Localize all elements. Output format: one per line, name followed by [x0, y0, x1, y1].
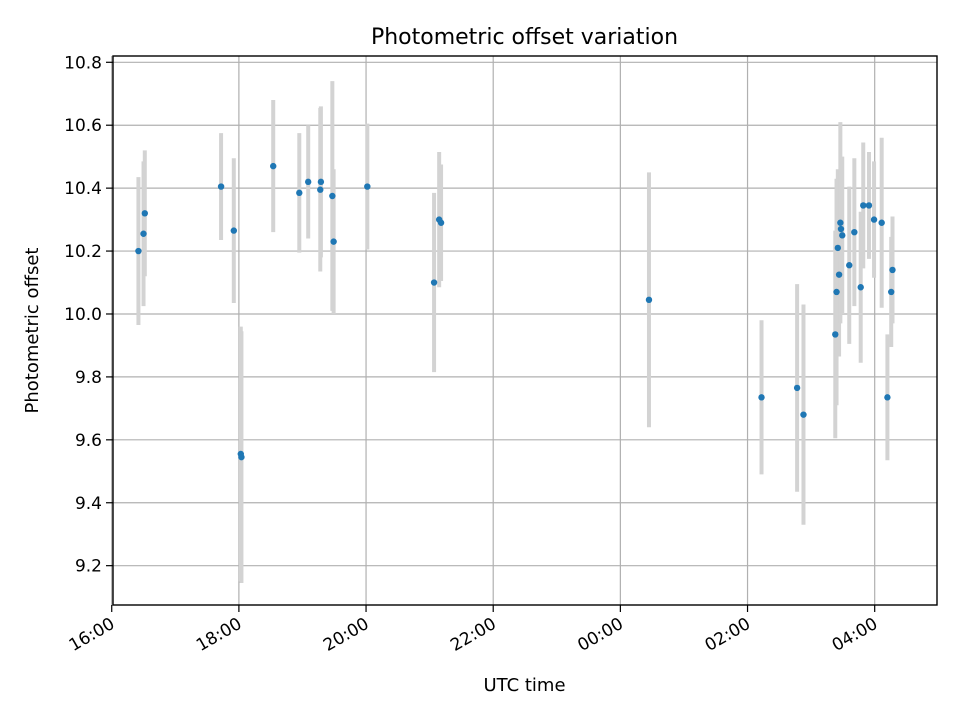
data-point	[238, 453, 245, 461]
chart-title: Photometric offset variation	[371, 25, 678, 50]
data-point	[317, 178, 325, 186]
data-point	[135, 247, 142, 255]
y-tick-label: 10.8	[64, 53, 102, 73]
data-point	[217, 183, 225, 190]
data-point	[860, 202, 867, 209]
y-tick-label: 10.2	[64, 242, 102, 262]
data-point	[837, 219, 844, 226]
data-point	[857, 284, 864, 291]
y-tick-label: 9.2	[75, 557, 102, 577]
y-tick-label: 9.8	[75, 368, 102, 388]
data-point	[889, 266, 896, 274]
data-point	[851, 228, 858, 236]
grid	[111, 56, 937, 605]
data-point	[317, 186, 324, 193]
data-point	[888, 288, 895, 296]
data-point	[329, 192, 336, 200]
data-point	[364, 183, 371, 190]
data-point	[865, 202, 873, 209]
data-point	[832, 331, 839, 338]
plot-frame	[112, 55, 938, 606]
x-axis-label: UTC time	[483, 675, 565, 696]
data-point	[793, 384, 801, 392]
data-point	[884, 394, 891, 401]
y-tick-label: 10.0	[64, 305, 102, 325]
data-point	[837, 225, 845, 233]
y-axis-label: Photometric offset	[22, 248, 43, 414]
data-point	[878, 219, 885, 226]
y-tick-label: 9.4	[75, 494, 102, 514]
data-point	[870, 216, 878, 223]
y-tick-label: 9.6	[75, 431, 102, 451]
data-point	[834, 244, 842, 252]
data-point	[304, 178, 312, 186]
data-point	[437, 219, 445, 226]
data-point	[846, 262, 853, 269]
y-tick-label: 10.6	[64, 116, 102, 136]
data-point	[835, 271, 843, 278]
data-point	[758, 394, 765, 401]
data-point	[270, 162, 277, 170]
data-point	[645, 296, 653, 304]
data-point	[833, 288, 840, 296]
y-tick-label: 10.4	[64, 179, 102, 199]
data-point	[296, 189, 303, 197]
data-points	[135, 162, 896, 461]
data-point	[330, 238, 337, 245]
data-point	[140, 230, 147, 237]
data-point	[800, 411, 807, 418]
data-point	[839, 232, 846, 239]
data-point	[230, 227, 238, 234]
data-point	[141, 210, 148, 217]
data-point	[430, 279, 438, 286]
